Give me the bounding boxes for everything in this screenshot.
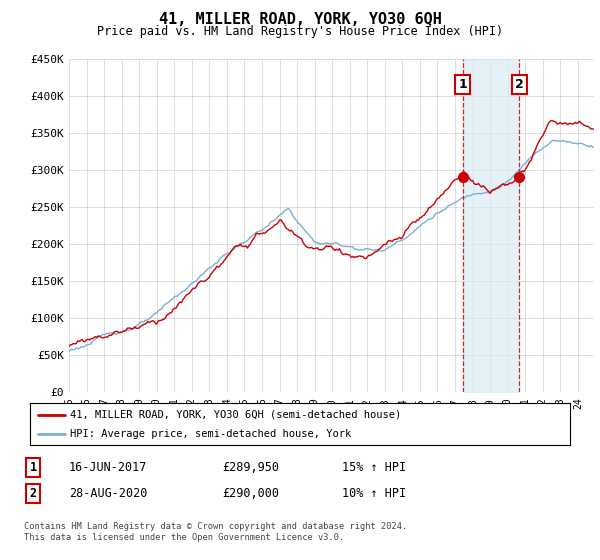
Text: 2: 2	[29, 487, 37, 501]
Text: 1: 1	[29, 461, 37, 474]
Text: 16-JUN-2017: 16-JUN-2017	[69, 461, 148, 474]
Text: 28-AUG-2020: 28-AUG-2020	[69, 487, 148, 501]
Text: 1: 1	[458, 78, 467, 91]
Text: 41, MILLER ROAD, YORK, YO30 6QH: 41, MILLER ROAD, YORK, YO30 6QH	[158, 12, 442, 27]
Text: Contains HM Land Registry data © Crown copyright and database right 2024.
This d: Contains HM Land Registry data © Crown c…	[24, 522, 407, 542]
Text: 15% ↑ HPI: 15% ↑ HPI	[342, 461, 406, 474]
Text: Price paid vs. HM Land Registry's House Price Index (HPI): Price paid vs. HM Land Registry's House …	[97, 25, 503, 38]
Text: 10% ↑ HPI: 10% ↑ HPI	[342, 487, 406, 501]
Text: 2: 2	[515, 78, 523, 91]
Text: HPI: Average price, semi-detached house, York: HPI: Average price, semi-detached house,…	[71, 429, 352, 439]
Text: £289,950: £289,950	[222, 461, 279, 474]
Text: 41, MILLER ROAD, YORK, YO30 6QH (semi-detached house): 41, MILLER ROAD, YORK, YO30 6QH (semi-de…	[71, 409, 402, 419]
Text: £290,000: £290,000	[222, 487, 279, 501]
